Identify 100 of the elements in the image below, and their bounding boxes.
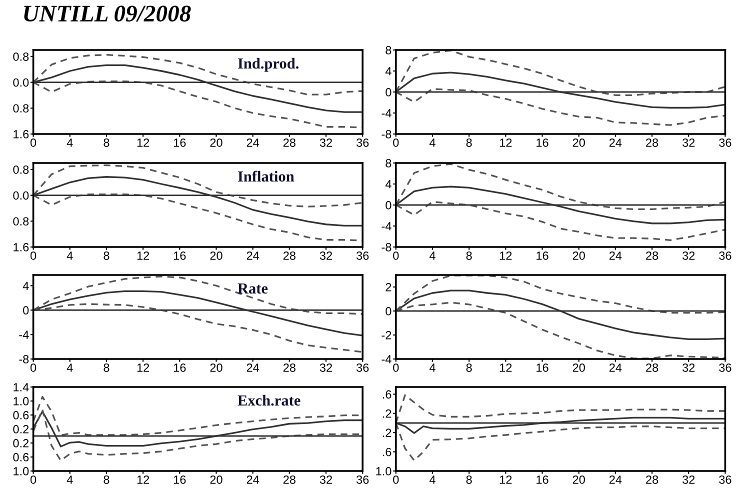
y-tick-label: 8	[386, 46, 392, 54]
x-tick-label: 8	[466, 138, 472, 147]
x-tick-label: 20	[210, 138, 222, 147]
y-tick-label: 0.6	[13, 411, 29, 420]
x-tick-label: 32	[682, 363, 695, 372]
y-tick-label: 0.8	[13, 104, 29, 113]
x-tick-label: 4	[66, 364, 73, 372]
y-tick-label: 1.6	[14, 130, 29, 138]
x-tick-label: 12	[500, 138, 512, 147]
x-tick-label: 36	[719, 251, 732, 260]
y-tick-label: 2	[386, 283, 392, 292]
x-tick-label: 20	[210, 363, 222, 372]
x-tick-label: 0	[30, 138, 36, 147]
x-tick-label: 16	[174, 363, 186, 372]
x-tick-label: 32	[682, 138, 695, 147]
y-tick-label: 0	[386, 307, 392, 316]
y-tick-label: 0.8	[13, 52, 29, 61]
y-tick-label: -4	[382, 355, 392, 364]
x-tick-label: 16	[536, 475, 548, 484]
x-tick-label: 32	[320, 475, 332, 484]
x-tick-label: 32	[320, 363, 332, 372]
y-tick-label: .6	[382, 390, 392, 399]
x-tick-label: 12	[137, 363, 150, 372]
x-tick-label: 0	[393, 138, 399, 147]
y-tick-label: -4	[382, 222, 392, 230]
x-tick-label: 24	[609, 138, 622, 147]
x-tick-label: 4	[429, 138, 436, 147]
x-tick-label: 20	[572, 363, 585, 372]
x-tick-label: 28	[283, 138, 296, 147]
x-tick-label: 12	[137, 251, 150, 260]
x-tick-label: 16	[174, 138, 186, 147]
x-tick-label: 28	[646, 363, 658, 372]
y-tick-label: 0.0	[13, 78, 29, 87]
y-tick-label: 4	[22, 282, 29, 290]
y-tick-label: -2	[382, 331, 392, 340]
y-tick-label: .2	[382, 428, 392, 437]
x-tick-label: 36	[356, 251, 369, 260]
x-tick-label: 36	[356, 363, 369, 372]
annotation: Ind.prod.	[238, 58, 299, 72]
x-tick-label: 32	[682, 251, 695, 260]
x-tick-label: 28	[646, 138, 658, 147]
x-tick-label: 4	[66, 252, 73, 260]
x-tick-label: 32	[320, 251, 332, 260]
x-tick-label: 8	[466, 363, 472, 372]
x-tick-label: 36	[356, 138, 369, 147]
y-tick-label: 0.6	[13, 453, 29, 462]
x-tick-label: 20	[210, 475, 222, 484]
x-tick-label: 4	[66, 476, 73, 484]
y-tick-label: 0.8	[13, 165, 29, 174]
x-tick-label: 36	[719, 363, 732, 372]
y-tick-label: 8	[386, 159, 392, 168]
y-tick-label: -4	[19, 330, 29, 339]
y-tick-label: 1.0	[14, 397, 29, 406]
x-tick-label: 4	[429, 476, 436, 484]
x-tick-label: 8	[466, 475, 472, 484]
y-tick-label: 1.0	[14, 467, 29, 476]
x-tick-label: 28	[646, 475, 658, 484]
x-tick-label: 0	[30, 475, 36, 484]
y-tick-label: 1.0	[376, 467, 392, 476]
x-tick-label: 28	[283, 363, 296, 372]
x-tick-label: 36	[719, 138, 732, 147]
y-tick-label: .2	[382, 409, 392, 418]
x-tick-label: 20	[572, 138, 585, 147]
x-tick-label: 24	[609, 363, 622, 372]
x-tick-label: 4	[429, 252, 436, 260]
x-tick-label: 24	[246, 251, 260, 260]
x-tick-label: 20	[572, 475, 585, 484]
x-tick-label: 20	[210, 251, 222, 260]
x-tick-label: 0	[30, 363, 36, 372]
y-tick-label: 1.4	[14, 383, 29, 392]
x-tick-label: 0	[30, 251, 36, 260]
x-tick-label: 16	[174, 475, 186, 484]
x-tick-label: 24	[246, 138, 260, 147]
x-tick-label: 0	[393, 363, 399, 372]
y-tick-label: -8	[382, 130, 392, 138]
y-tick-label: -8	[19, 355, 29, 364]
x-tick-label: 28	[283, 251, 296, 260]
x-tick-label: 12	[137, 138, 150, 147]
y-tick-label: 0.0	[13, 191, 29, 200]
y-tick-label: 0	[386, 88, 392, 96]
x-tick-label: 0	[393, 251, 399, 260]
chart-title: UNTILL 09/2008	[24, 6, 191, 22]
x-tick-label: 12	[500, 475, 512, 484]
x-tick-label: 8	[466, 251, 472, 260]
x-tick-label: 8	[104, 475, 110, 484]
annotation: Inflation	[238, 170, 294, 182]
y-tick-label: 4	[385, 180, 392, 188]
x-tick-label: 24	[246, 475, 260, 484]
x-tick-label: 28	[646, 251, 658, 260]
x-tick-label: 8	[104, 363, 110, 372]
y-tick-label: 1.6	[14, 243, 29, 252]
y-tick-label: 0.8	[13, 217, 29, 226]
y-tick-label: 0	[386, 201, 392, 210]
x-tick-label: 16	[174, 251, 186, 260]
x-tick-label: 16	[536, 251, 548, 260]
x-tick-label: 0	[393, 475, 399, 484]
y-tick-label: 4	[385, 67, 392, 76]
x-tick-label: 12	[500, 363, 512, 372]
x-tick-label: 36	[719, 475, 732, 484]
y-tick-label: 0.2	[13, 425, 29, 434]
